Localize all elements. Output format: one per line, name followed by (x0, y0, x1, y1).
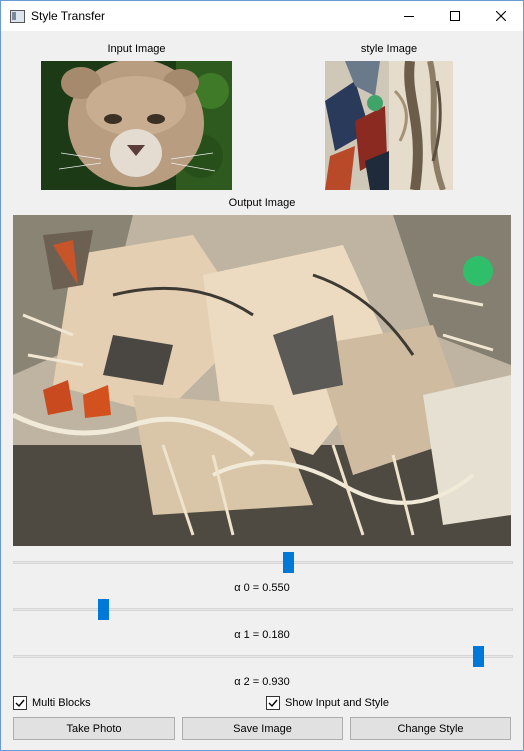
close-icon (496, 11, 506, 21)
alpha-0-label: α 0 = 0.550 (234, 582, 290, 594)
minimize-icon (404, 16, 414, 17)
slider-handle[interactable] (98, 599, 109, 620)
window-title: Style Transfer (31, 9, 106, 23)
style-image (325, 61, 453, 190)
slider-groove (13, 561, 513, 564)
alpha-1-label: α 1 = 0.180 (234, 629, 290, 641)
slider-groove (13, 608, 513, 611)
input-image-label: Input Image (107, 43, 166, 55)
alpha-0-slider[interactable] (13, 552, 513, 574)
output-image-label: Output Image (228, 197, 296, 209)
alpha-2-slider[interactable] (13, 646, 513, 668)
minimize-button[interactable] (386, 1, 432, 31)
multi-blocks-checkbox[interactable]: Multi Blocks (13, 696, 91, 710)
slider-handle[interactable] (473, 646, 484, 667)
multi-blocks-label: Multi Blocks (32, 697, 91, 709)
checkmark-icon (15, 699, 25, 708)
close-button[interactable] (478, 1, 524, 31)
slider-handle[interactable] (283, 552, 294, 573)
style-image-label: style Image (360, 43, 418, 55)
slider-groove (13, 655, 513, 658)
checkbox-box[interactable] (266, 696, 280, 710)
app-icon (10, 10, 25, 23)
alpha-2-label: α 2 = 0.930 (234, 676, 290, 688)
show-input-style-checkbox[interactable]: Show Input and Style (266, 696, 389, 710)
maximize-button[interactable] (432, 1, 478, 31)
alpha-1-slider[interactable] (13, 599, 513, 621)
take-photo-button[interactable]: Take Photo (13, 717, 175, 740)
change-style-button[interactable]: Change Style (350, 717, 511, 740)
checkbox-box[interactable] (13, 696, 27, 710)
save-image-button[interactable]: Save Image (182, 717, 343, 740)
input-image (41, 61, 232, 190)
checkmark-icon (268, 699, 278, 708)
output-image (13, 215, 511, 546)
maximize-icon (450, 11, 460, 21)
show-input-style-label: Show Input and Style (285, 697, 389, 709)
title-bar: Style Transfer (1, 1, 523, 31)
